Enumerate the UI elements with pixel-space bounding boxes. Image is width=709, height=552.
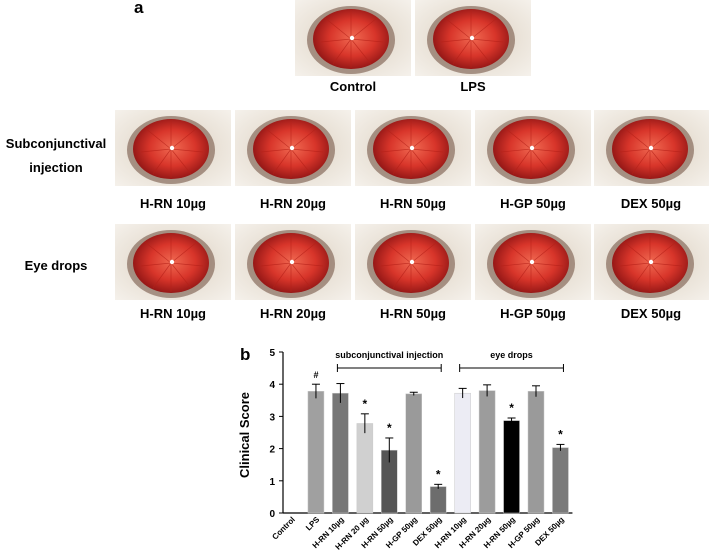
eye-photo-sc-4 [475, 110, 591, 186]
caption-ed-3: H-RN 50µg [380, 306, 446, 321]
chart-axes: 0 1 2 3 4 5 [269, 348, 573, 520]
caption-sc-2: H-RN 20µg [260, 196, 326, 211]
row-label-line1: Subconjunctival [5, 136, 107, 151]
eye-photo-lps [415, 0, 531, 76]
y-axis-label: Clinical Score [237, 392, 252, 478]
eye-photo-sc-5 [594, 110, 709, 186]
chart-bars [307, 383, 569, 514]
caption-sc-1: H-RN 10µg [140, 196, 206, 211]
caption-sc-3: H-RN 50µg [380, 196, 446, 211]
eye-photo-control [295, 0, 411, 76]
panel-a-letter: a [134, 0, 144, 17]
eye-photo-ed-3 [355, 224, 471, 300]
bar [527, 391, 545, 514]
caption-lps: LPS [460, 79, 486, 94]
significance-mark: # [313, 370, 318, 380]
caption-ed-4: H-GP 50µg [500, 306, 566, 321]
group-label: eye drops [490, 350, 533, 360]
row-label-subconjunctival: Subconjunctival injection [0, 132, 112, 180]
bar [552, 447, 569, 514]
row-label-line1: Eye drops [24, 258, 88, 273]
eye-photo-ed-2 [235, 224, 351, 300]
caption-sc-4: H-GP 50µg [500, 196, 566, 211]
eye-photo-ed-5 [594, 224, 709, 300]
significance-mark: * [436, 467, 441, 481]
caption-ed-2: H-RN 20µg [260, 306, 326, 321]
x-tick-label: LPS [304, 515, 322, 533]
bar [307, 391, 325, 514]
y-tick-label: 5 [269, 348, 275, 359]
bar [478, 390, 496, 514]
group-label: subconjunctival injection [335, 350, 443, 360]
caption-ed-1: H-RN 10µg [140, 306, 206, 321]
y-tick-label: 0 [269, 509, 275, 520]
bar [503, 420, 520, 514]
row-label-line2: injection [29, 160, 83, 175]
panel-b-letter: b [240, 345, 251, 364]
y-tick-label: 1 [269, 477, 275, 488]
eye-photo-sc-2 [235, 110, 351, 186]
caption-sc-5: DEX 50µg [620, 196, 682, 211]
caption-ed-5: DEX 50µg [620, 306, 682, 321]
y-tick-label: 3 [269, 412, 275, 423]
eye-photo-sc-1 [115, 110, 231, 186]
caption-control: Control [329, 79, 377, 94]
row-label-eye-drops: Eye drops [0, 258, 112, 273]
bar [332, 392, 349, 514]
eye-photo-sc-3 [355, 110, 471, 186]
bar [454, 392, 471, 514]
significance-mark: * [363, 397, 368, 411]
significance-mark: * [387, 421, 392, 435]
eye-photo-ed-1 [115, 224, 231, 300]
bar [405, 393, 422, 514]
bar [429, 486, 447, 514]
eye-photo-ed-4 [475, 224, 591, 300]
significance-mark: * [558, 427, 563, 441]
y-tick-label: 2 [269, 445, 275, 456]
bar [356, 423, 374, 514]
significance-mark: * [509, 401, 514, 415]
y-tick-label: 4 [269, 380, 275, 391]
